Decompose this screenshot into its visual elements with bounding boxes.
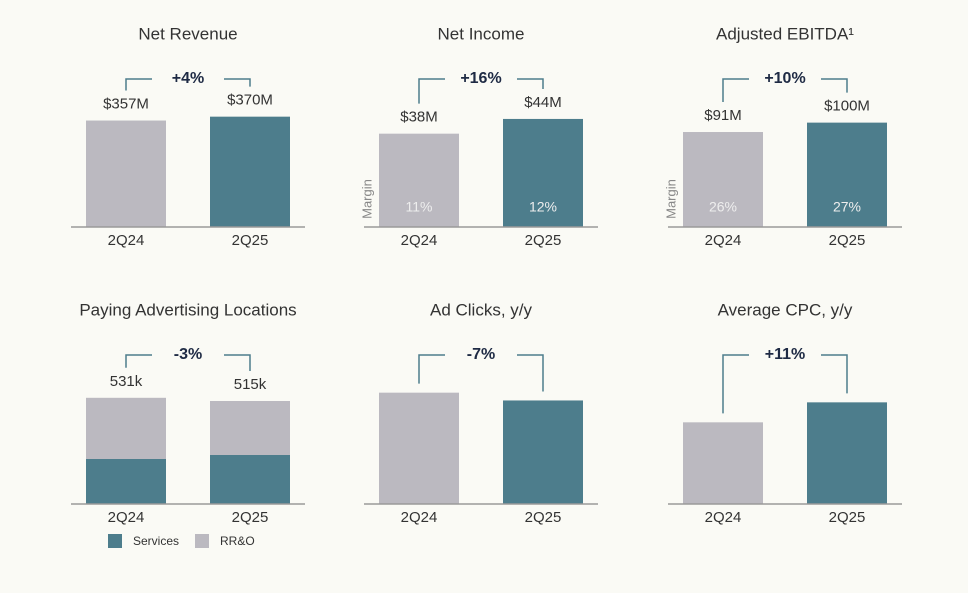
change-bracket <box>722 354 848 414</box>
bar <box>683 132 763 227</box>
change-label: +10% <box>764 70 805 87</box>
margin-label: 26% <box>709 199 737 215</box>
change-bracket <box>418 78 544 104</box>
change-label: +11% <box>765 346 805 363</box>
legend-swatch <box>195 534 209 548</box>
legend-swatch <box>108 534 122 548</box>
bar <box>379 133 459 227</box>
change-label: +16% <box>460 70 501 87</box>
total-label: 515k <box>234 376 267 393</box>
x-tick-label: 2Q24 <box>705 509 742 526</box>
x-tick-label: 2Q24 <box>401 232 438 249</box>
value-label: $100M <box>824 98 870 115</box>
change-label: -7% <box>467 346 495 363</box>
value-label: $91M <box>704 107 742 124</box>
change-bracket <box>125 78 251 91</box>
margin-label: 12% <box>529 199 557 215</box>
x-tick-label: 2Q25 <box>232 509 269 526</box>
bar <box>683 422 763 504</box>
legend-label: Services <box>133 534 179 548</box>
x-tick-label: 2Q25 <box>829 509 866 526</box>
value-label: $38M <box>400 109 438 126</box>
value-label: $357M <box>103 96 149 113</box>
change-label: +4% <box>172 70 204 87</box>
x-tick-label: 2Q24 <box>108 509 145 526</box>
x-tick-label: 2Q24 <box>705 232 742 249</box>
change-bracket <box>418 354 544 392</box>
x-tick-label: 2Q24 <box>108 232 145 249</box>
bar <box>503 118 583 227</box>
bar-segment <box>86 459 166 504</box>
bar <box>86 120 166 227</box>
x-tick-label: 2Q25 <box>525 509 562 526</box>
margin-label: 27% <box>833 199 861 215</box>
margin-title: Margin <box>359 179 374 219</box>
x-tick-label: 2Q25 <box>829 232 866 249</box>
bar <box>210 116 290 227</box>
bar <box>807 402 887 504</box>
bar-segment <box>210 401 290 455</box>
change-bracket <box>125 354 251 371</box>
chart-title: Average CPC, y/y <box>718 300 853 319</box>
chart-title: Adjusted EBITDA¹ <box>716 24 854 43</box>
bar <box>379 392 459 504</box>
value-label: $44M <box>524 94 562 111</box>
total-label: 531k <box>110 373 143 390</box>
change-label: -3% <box>174 346 202 363</box>
x-tick-label: 2Q25 <box>232 232 269 249</box>
bar-segment <box>86 397 166 459</box>
x-tick-label: 2Q25 <box>525 232 562 249</box>
change-bracket <box>722 78 848 103</box>
margin-title: Margin <box>663 179 678 219</box>
chart-title: Ad Clicks, y/y <box>430 300 533 319</box>
chart-title: Paying Advertising Locations <box>79 300 296 319</box>
bar <box>503 400 583 504</box>
margin-label: 11% <box>406 199 433 215</box>
value-label: $370M <box>227 92 273 109</box>
bar-segment <box>210 455 290 504</box>
bar <box>807 122 887 227</box>
chart-title: Net Revenue <box>138 24 237 43</box>
chart-title: Net Income <box>438 24 525 43</box>
legend-label: RR&O <box>220 534 255 548</box>
x-tick-label: 2Q24 <box>401 509 438 526</box>
